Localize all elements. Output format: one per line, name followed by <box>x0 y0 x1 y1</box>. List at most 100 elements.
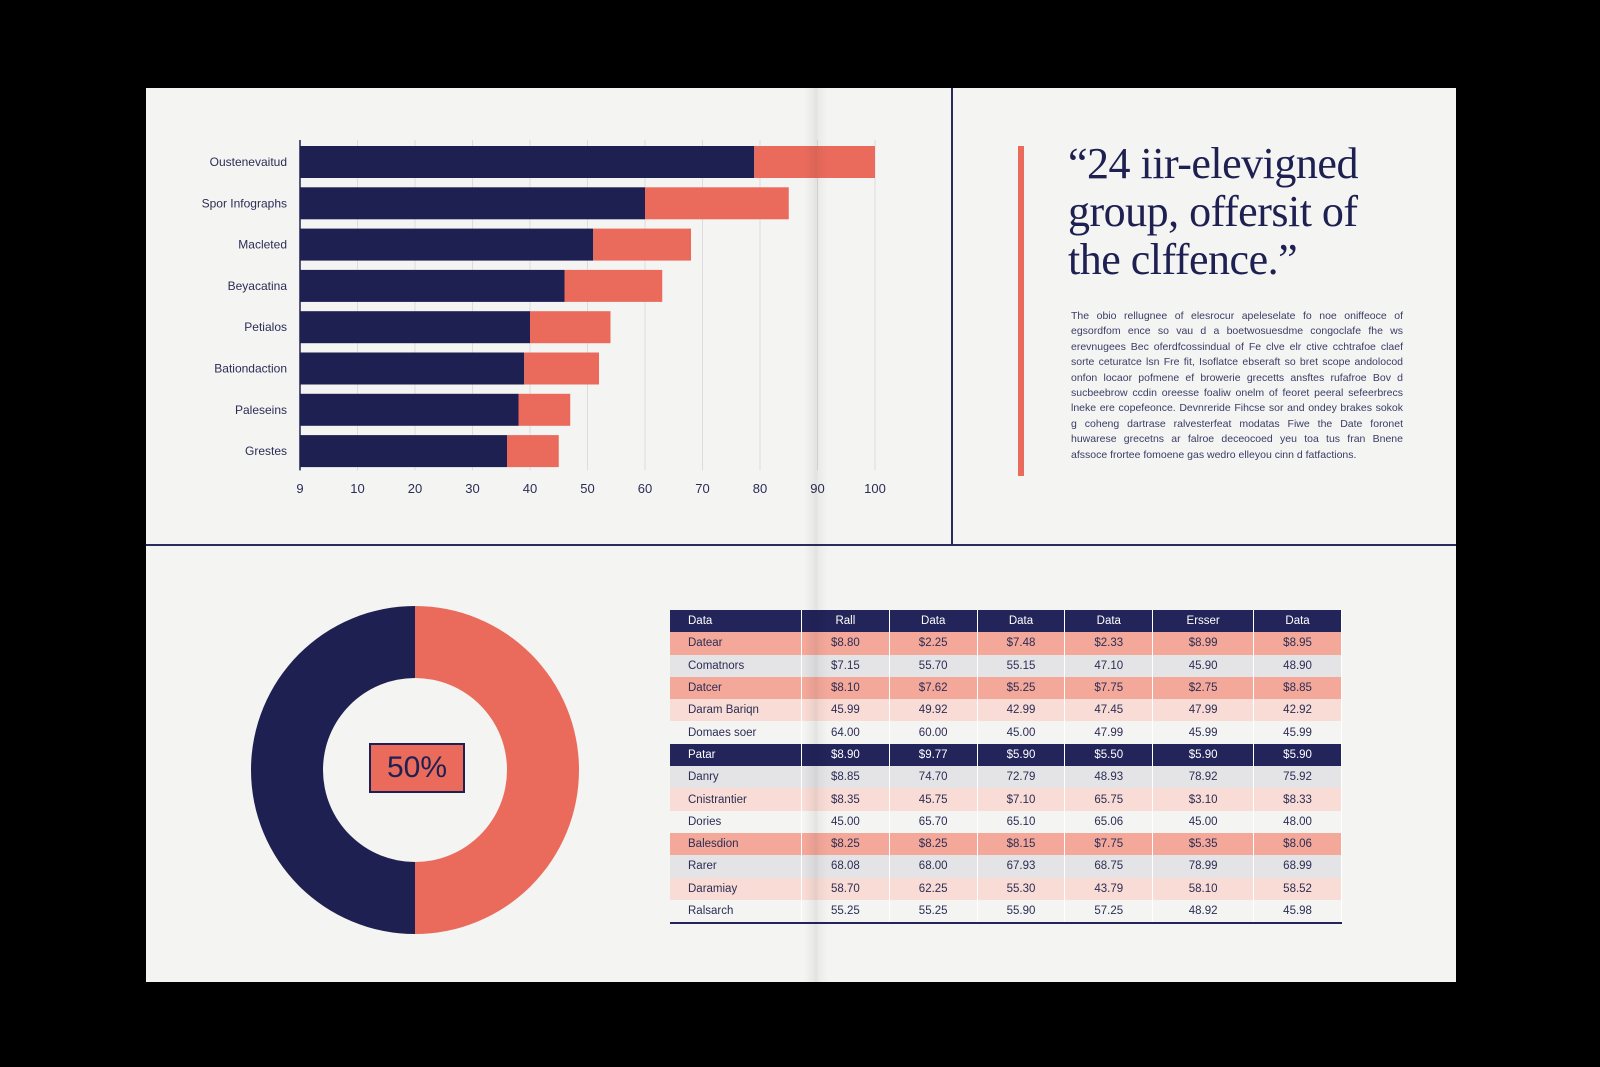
table-cell: $5.90 <box>1253 743 1342 767</box>
donut-slice-coral <box>415 606 579 934</box>
table-cell: $7.15 <box>801 654 890 677</box>
bar-segment-navy <box>300 311 530 344</box>
table-cell: 78.99 <box>1152 855 1255 878</box>
table-cell: $8.85 <box>1253 676 1342 700</box>
table-cell: 47.99 <box>1152 699 1255 722</box>
table-cell: $8.35 <box>801 788 890 811</box>
table-row: Patar $8.90 $9.77 $5.90 $5.50 $5.90 $5.90 <box>670 743 1342 767</box>
table-header-cell: Ersser <box>1152 610 1255 633</box>
table-cell: $7.75 <box>1064 832 1154 856</box>
donut-center-label: 50% <box>369 743 465 793</box>
x-tick-label: 80 <box>753 481 767 496</box>
bar-segment-coral <box>645 187 789 220</box>
bar-segment-navy <box>300 352 525 385</box>
table-cell: $8.80 <box>801 632 890 655</box>
bar-segment-navy <box>300 187 645 220</box>
donut-chart <box>251 606 579 934</box>
table-header-cell: Data <box>1064 610 1154 633</box>
category-label: Oustenevaitud <box>210 155 287 169</box>
x-tick-label: 60 <box>638 481 652 496</box>
table-cell: $2.33 <box>1064 632 1154 655</box>
table-row: Daramiay 58.70 62.25 55.30 43.79 58.10 58.52 <box>670 877 1342 900</box>
table-cell: 55.25 <box>801 899 890 925</box>
table-cell: 48.93 <box>1064 766 1154 789</box>
table-cell: Datcer <box>670 676 802 700</box>
table-cell: 55.25 <box>889 899 978 925</box>
table-header-cell: Data <box>977 610 1066 633</box>
bar-segment-coral <box>507 435 559 468</box>
table-cell: 55.70 <box>889 654 978 677</box>
bar-segment-coral <box>530 311 611 344</box>
bar-segment-coral <box>754 146 875 178</box>
table-row: Danry $8.85 74.70 72.79 48.93 78.92 75.92 <box>670 766 1342 789</box>
table-row: Dories 45.00 65.70 65.10 65.06 45.00 48.00 <box>670 810 1342 833</box>
table-cell: $8.25 <box>801 832 890 856</box>
table-cell: Daram Bariqn <box>670 699 802 722</box>
table-cell: Domaes soer <box>670 721 802 744</box>
x-tick-label: 30 <box>465 481 479 496</box>
table-cell: 47.99 <box>1064 721 1154 744</box>
section-divider-horizontal <box>146 544 1456 546</box>
table-cell: 75.92 <box>1253 766 1342 789</box>
table-header-cell: Rall <box>801 610 890 633</box>
x-tick-label: 20 <box>408 481 422 496</box>
category-label: Macleted <box>238 238 287 252</box>
table-cell: 45.00 <box>801 810 890 833</box>
table-cell: 48.00 <box>1253 810 1342 833</box>
table-cell: 72.79 <box>977 766 1066 789</box>
table-cell: 57.25 <box>1064 899 1154 925</box>
table-cell: 45.00 <box>977 721 1066 744</box>
table-cell: Daramiay <box>670 877 802 900</box>
category-label: Spor Infographs <box>202 196 287 210</box>
table-cell: 42.99 <box>977 699 1066 722</box>
table-row: Balesdion $8.25 $8.25 $8.15 $7.75 $5.35 $8.06 <box>670 832 1342 856</box>
table-cell: 45.99 <box>801 699 890 722</box>
table-row: Comatnors $7.15 55.70 55.15 47.10 45.90 48.90 <box>670 654 1342 677</box>
table-cell: Danry <box>670 766 802 789</box>
table-cell: 48.92 <box>1152 899 1255 925</box>
table-cell: 45.98 <box>1253 899 1342 925</box>
table-cell: 65.75 <box>1064 788 1154 811</box>
table-cell: 74.70 <box>889 766 978 789</box>
table-cell: $5.35 <box>1152 832 1255 856</box>
table-row: Cnistrantier $8.35 45.75 $7.10 65.75 $3.10 $8.… <box>670 788 1342 811</box>
table-cell: Cnistrantier <box>670 788 802 811</box>
table-cell: Patar <box>670 743 802 767</box>
table-cell: 58.10 <box>1152 877 1255 900</box>
x-tick-label: 9 <box>296 481 303 496</box>
table-cell: $7.75 <box>1064 676 1154 700</box>
table-cell: $8.15 <box>977 832 1066 856</box>
category-label: Paleseins <box>235 403 287 417</box>
table-cell: 49.92 <box>889 699 978 722</box>
table-cell: 47.10 <box>1064 654 1154 677</box>
bar-segment-coral <box>524 352 599 385</box>
table-cell: Ralsarch <box>670 899 802 925</box>
bar-segment-coral <box>593 228 691 261</box>
table-cell: Comatnors <box>670 654 802 677</box>
table-row: Daram Bariqn 45.99 49.92 42.99 47.45 47.99 42.… <box>670 699 1342 722</box>
table-cell: 45.75 <box>889 788 978 811</box>
section-divider-vertical <box>951 88 953 544</box>
table-cell: $3.10 <box>1152 788 1255 811</box>
table-row: Ralsarch 55.25 55.25 55.90 57.25 48.92 45.98 <box>670 899 1342 925</box>
table-cell: 55.30 <box>977 877 1066 900</box>
quote-accent-bar <box>1018 146 1024 476</box>
table-cell: $7.10 <box>977 788 1066 811</box>
table-cell: 65.70 <box>889 810 978 833</box>
table-cell: $9.77 <box>889 743 978 767</box>
table-cell: 47.45 <box>1064 699 1154 722</box>
table-cell: 65.10 <box>977 810 1066 833</box>
table-cell: 55.90 <box>977 899 1066 925</box>
bar-segment-coral <box>564 269 663 302</box>
table-cell: $2.75 <box>1152 676 1255 700</box>
table-cell: Dories <box>670 810 802 833</box>
table-header-cell: Data <box>1253 610 1342 633</box>
x-tick-label: 10 <box>350 481 364 496</box>
table-cell: 48.90 <box>1253 654 1342 677</box>
table-cell: $5.90 <box>977 743 1066 767</box>
table-cell: 65.06 <box>1064 810 1154 833</box>
x-tick-label: 100 <box>864 481 886 496</box>
table-row: Rarer 68.08 68.00 67.93 68.75 78.99 68.99 <box>670 855 1342 878</box>
table-cell: $8.33 <box>1253 788 1342 811</box>
